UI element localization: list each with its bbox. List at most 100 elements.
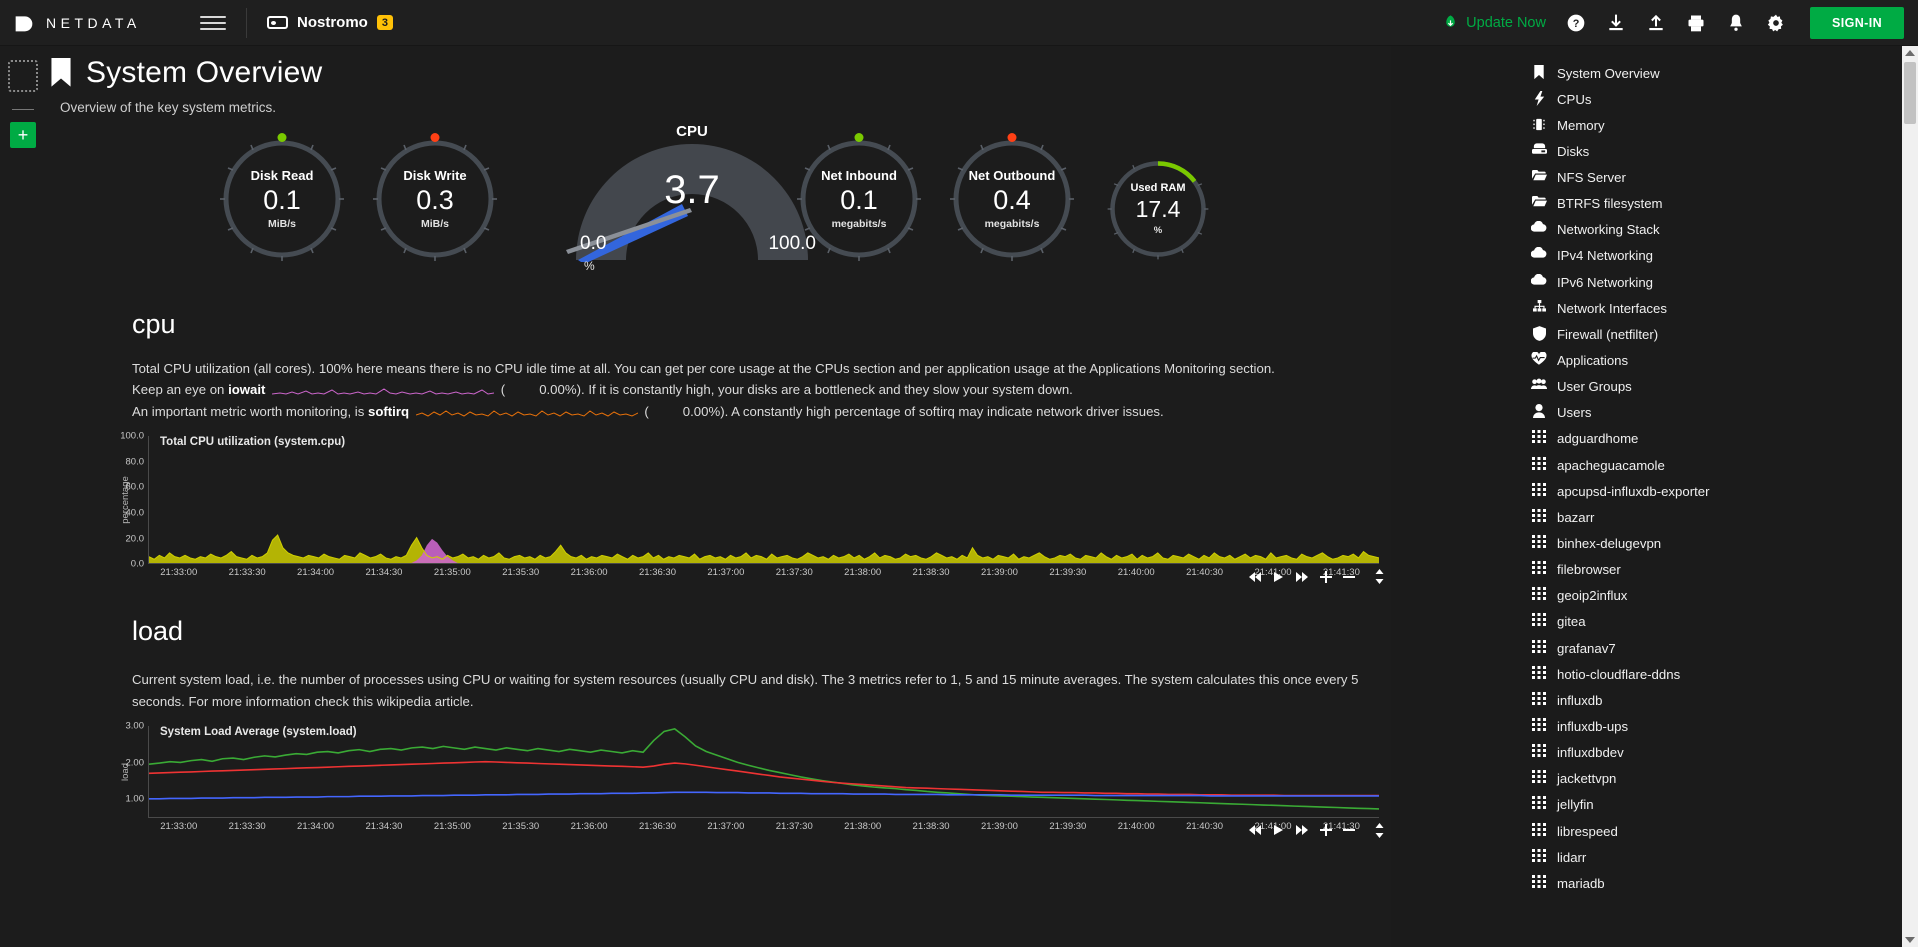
- sidebar-item-librespeed[interactable]: librespeed: [1391, 818, 1918, 844]
- brand-logo[interactable]: NETDATA: [0, 13, 190, 33]
- alarm-icon[interactable]: [1726, 13, 1746, 33]
- right-sidebar: System Overview CPUs Memory Disks NFS Server…: [1391, 46, 1918, 947]
- gauge-cpu[interactable]: CPU 3.7 0.0 100.0 %: [562, 123, 822, 273]
- add-dashboard-button[interactable]: +: [10, 122, 36, 148]
- sidebar-item-hotio-cloudflare-ddns[interactable]: hotio-cloudflare-ddns: [1391, 661, 1918, 687]
- folder-open-icon: [1531, 195, 1547, 207]
- zoom-out-icon[interactable]: [1343, 571, 1355, 583]
- sidebar-item-cpus[interactable]: CPUs: [1391, 86, 1918, 112]
- chart-plot-area[interactable]: [148, 725, 1379, 818]
- gauge-net-inbound[interactable]: Net Inbound 0.1 megabits/s: [795, 133, 923, 263]
- sidebar-item-nfs-server[interactable]: NFS Server: [1391, 165, 1918, 191]
- zoom-out-icon[interactable]: [1343, 824, 1355, 836]
- sidebar-item-jellyfin[interactable]: jellyfin: [1391, 792, 1918, 818]
- sidebar-item-memory[interactable]: Memory: [1391, 112, 1918, 138]
- iowait-metric: iowait: [228, 382, 266, 398]
- sidebar-item-users[interactable]: Users: [1391, 400, 1918, 426]
- chart-system-cpu[interactable]: Total CPU utilization (system.cpu) perce…: [60, 431, 1391, 585]
- sidebar-item-jackettvpn[interactable]: jackettvpn: [1391, 766, 1918, 792]
- sidebar-item-grafanav7[interactable]: grafanav7: [1391, 635, 1918, 661]
- print-icon[interactable]: [1686, 13, 1706, 33]
- x-tick: 21:33:00: [160, 820, 198, 832]
- users-icon: [1531, 378, 1547, 390]
- gauge-label: Disk Read: [250, 168, 314, 184]
- dashboard-placeholder-box[interactable]: [8, 60, 38, 92]
- sidebar-item-gitea[interactable]: gitea: [1391, 609, 1918, 635]
- sidebar-item-btrfs-filesystem[interactable]: BTRFS filesystem: [1391, 191, 1918, 217]
- sidebar-item-apacheguacamole[interactable]: apacheguacamole: [1391, 452, 1918, 478]
- hamburger-icon[interactable]: [200, 12, 226, 34]
- chart-title: System Load Average (system.load): [160, 725, 357, 738]
- sidebar-item-ipv4-networking[interactable]: IPv4 Networking: [1391, 243, 1918, 269]
- sidebar-item-label: lidarr: [1557, 849, 1587, 865]
- forward-icon[interactable]: [1295, 571, 1309, 583]
- series-line-load15: [149, 792, 1379, 799]
- sidebar-item-lidarr[interactable]: lidarr: [1391, 844, 1918, 870]
- rewind-icon[interactable]: [1248, 824, 1262, 836]
- sidebar-item-filebrowser[interactable]: filebrowser: [1391, 557, 1918, 583]
- settings-icon[interactable]: [1766, 13, 1786, 33]
- left-rail: +: [0, 46, 46, 947]
- gauge-disk-read[interactable]: Disk Read 0.1 MiB/s: [218, 133, 346, 263]
- resize-handle-icon[interactable]: [1374, 822, 1385, 838]
- zoom-in-icon[interactable]: [1320, 824, 1332, 837]
- page-title: System Overview: [50, 56, 1391, 90]
- sidebar-item-system-overview[interactable]: System Overview: [1391, 60, 1918, 86]
- sidebar-item-user-groups[interactable]: User Groups: [1391, 374, 1918, 400]
- sidebar-item-binhex-delugevpn[interactable]: binhex-delugevpn: [1391, 531, 1918, 557]
- heartbeat-icon: [1531, 352, 1547, 365]
- sidebar-item-influxdb-ups[interactable]: influxdb-ups: [1391, 714, 1918, 740]
- host-selector[interactable]: Nostromo 3: [267, 14, 393, 31]
- sidebar-item-network-interfaces[interactable]: Network Interfaces: [1391, 295, 1918, 321]
- sidebar-item-disks[interactable]: Disks: [1391, 138, 1918, 164]
- bolt-icon: [1531, 90, 1547, 106]
- sidebar-item-mariadb[interactable]: mariadb: [1391, 870, 1918, 896]
- forward-icon[interactable]: [1295, 824, 1309, 836]
- play-icon[interactable]: [1273, 824, 1284, 836]
- x-tick: 21:39:30: [1049, 567, 1087, 579]
- grid-icon: [1531, 796, 1547, 810]
- gauge-used-ram[interactable]: Used RAM 17.4 %: [1106, 157, 1210, 261]
- chart-system-load[interactable]: System Load Average (system.load) load 3…: [60, 720, 1391, 838]
- gauge-net-outbound[interactable]: Net Outbound 0.4 megabits/s: [948, 133, 1076, 263]
- x-tick: 21:34:30: [365, 820, 403, 832]
- sidebar-scrollbar[interactable]: [1902, 46, 1918, 947]
- update-now-button[interactable]: Update Now: [1442, 13, 1546, 32]
- sidebar-item-label: CPUs: [1557, 91, 1592, 107]
- zoom-in-icon[interactable]: [1320, 570, 1332, 583]
- sidebar-item-ipv6-networking[interactable]: IPv6 Networking: [1391, 269, 1918, 295]
- shield-icon: [1531, 325, 1547, 341]
- rewind-icon[interactable]: [1248, 571, 1262, 583]
- chart-plot-area[interactable]: [148, 436, 1379, 565]
- host-name: Nostromo: [297, 14, 368, 31]
- sidebar-item-adguardhome[interactable]: adguardhome: [1391, 426, 1918, 452]
- gauge-disk-write[interactable]: Disk Write 0.3 MiB/s: [371, 133, 499, 263]
- sidebar-item-firewall-netfilter[interactable]: Firewall (netfilter): [1391, 321, 1918, 347]
- sidebar-item-label: jellyfin: [1557, 797, 1594, 813]
- softirq-sparkline: [415, 410, 638, 417]
- import-icon[interactable]: [1606, 13, 1626, 33]
- scroll-down-icon[interactable]: [1905, 937, 1915, 943]
- sign-in-button[interactable]: SIGN-IN: [1809, 6, 1904, 39]
- sidebar-item-influxdb[interactable]: influxdb: [1391, 687, 1918, 713]
- sidebar-item-apcupsd-influxdb-exporter[interactable]: apcupsd-influxdb-exporter: [1391, 478, 1918, 504]
- help-icon[interactable]: ?: [1566, 13, 1586, 33]
- sidebar-item-label: System Overview: [1557, 65, 1660, 81]
- series-line-load1: [149, 729, 1379, 809]
- sidebar-item-label: mariadb: [1557, 875, 1605, 891]
- iowait-value: 0.00%: [539, 382, 577, 398]
- export-icon[interactable]: [1646, 13, 1666, 33]
- gauge-units: MiB/s: [420, 217, 449, 230]
- sidebar-item-bazarr[interactable]: bazarr: [1391, 504, 1918, 530]
- grid-icon: [1531, 613, 1547, 627]
- play-icon[interactable]: [1273, 571, 1284, 583]
- sidebar-item-label: binhex-delugevpn: [1557, 536, 1662, 552]
- sidebar-item-networking-stack[interactable]: Networking Stack: [1391, 217, 1918, 243]
- scrollbar-thumb[interactable]: [1904, 62, 1916, 124]
- sidebar-item-applications[interactable]: Applications: [1391, 348, 1918, 374]
- sidebar-item-influxdbdev[interactable]: influxdbdev: [1391, 740, 1918, 766]
- sidebar-item-geoip2influx[interactable]: geoip2influx: [1391, 583, 1918, 609]
- gauge-value: 0.1: [840, 185, 878, 216]
- scroll-up-icon[interactable]: [1905, 50, 1915, 56]
- resize-handle-icon[interactable]: [1374, 569, 1385, 585]
